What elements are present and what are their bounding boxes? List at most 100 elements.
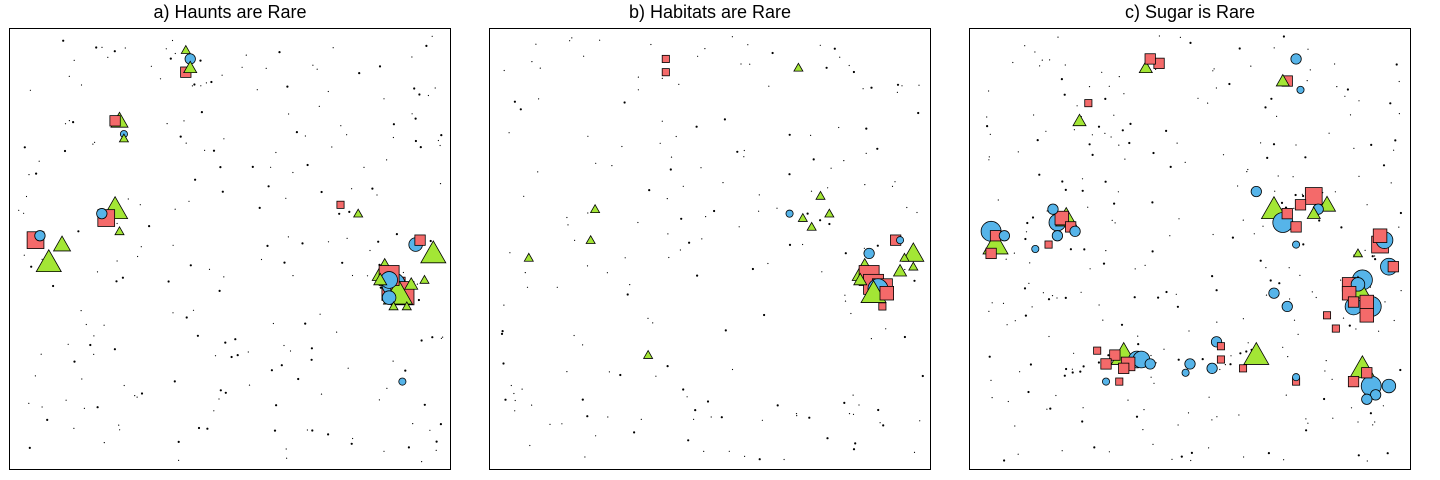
background-dot — [1293, 207, 1295, 209]
background-dot — [661, 120, 663, 122]
background-dot — [62, 39, 65, 42]
background-dot — [1056, 297, 1058, 299]
background-dot — [221, 190, 224, 193]
background-dot — [844, 300, 847, 302]
background-dot — [404, 369, 407, 372]
background-dot — [720, 416, 723, 419]
triangle-point — [183, 60, 198, 74]
background-dot — [696, 274, 699, 277]
scatter-plot-a — [9, 28, 451, 470]
background-dot — [124, 47, 126, 49]
background-dot — [904, 268, 906, 271]
background-dot — [270, 369, 273, 372]
background-dot — [213, 410, 215, 412]
square-point — [1294, 199, 1307, 211]
background-dot — [1135, 415, 1139, 418]
background-dot — [524, 272, 526, 274]
background-dot — [827, 187, 829, 189]
background-dot — [876, 147, 879, 150]
background-dot — [1152, 151, 1155, 155]
triangle-point — [401, 301, 412, 311]
background-dot — [1025, 231, 1028, 233]
background-dot — [695, 125, 698, 128]
background-dot — [256, 89, 258, 91]
background-dot — [1064, 64, 1066, 66]
background-dot — [210, 80, 213, 84]
background-dot — [204, 149, 206, 151]
background-dot — [113, 50, 116, 53]
background-dot — [1374, 421, 1376, 423]
background-dot — [1165, 290, 1168, 294]
background-dot — [1305, 418, 1307, 420]
background-dot — [378, 399, 380, 401]
background-dot — [1318, 219, 1321, 222]
square-point — [1216, 342, 1225, 351]
background-dot — [566, 216, 568, 219]
triangle-point — [815, 190, 826, 200]
background-dot — [103, 442, 105, 444]
background-dot — [236, 354, 239, 357]
background-dot — [1048, 335, 1050, 338]
background-dot — [751, 267, 754, 271]
background-dot — [347, 367, 349, 369]
background-dot — [1399, 368, 1402, 372]
background-dot — [1224, 364, 1226, 366]
background-dot — [30, 265, 33, 268]
background-dot — [669, 168, 672, 171]
background-dot — [171, 39, 174, 42]
background-dot — [693, 418, 695, 420]
background-dot — [275, 404, 278, 407]
background-dot — [514, 399, 516, 402]
triangle-point — [1243, 341, 1270, 365]
background-dot — [1150, 376, 1152, 378]
background-dot — [1038, 173, 1041, 176]
background-dot — [416, 283, 418, 285]
background-dot — [1213, 68, 1215, 70]
background-dot — [1215, 87, 1217, 89]
square-point — [1387, 261, 1399, 273]
background-dot — [819, 219, 822, 222]
background-dot — [808, 416, 811, 419]
background-dot — [1239, 352, 1242, 355]
background-dot — [637, 221, 639, 224]
background-dot — [1006, 324, 1008, 326]
triangle-point — [908, 261, 919, 271]
background-dot — [538, 98, 540, 100]
background-dot — [1088, 86, 1091, 88]
background-dot — [510, 384, 512, 387]
background-dot — [901, 85, 903, 87]
background-dot — [731, 36, 733, 38]
background-dot — [1118, 144, 1120, 146]
background-dot — [134, 395, 136, 397]
background-dot — [1188, 330, 1190, 332]
circle-point — [1144, 358, 1156, 370]
background-dot — [1357, 454, 1360, 457]
background-dot — [73, 427, 75, 429]
background-dot — [828, 222, 831, 226]
background-dot — [260, 258, 263, 261]
background-dot — [743, 156, 745, 158]
background-dot — [1332, 417, 1334, 419]
background-dot — [301, 242, 304, 245]
background-dot — [346, 237, 348, 239]
background-dot — [854, 442, 857, 445]
plot-frame — [969, 28, 1411, 470]
background-dot — [38, 160, 40, 162]
background-dot — [28, 174, 30, 176]
background-dot — [338, 212, 341, 215]
triangle-point — [585, 234, 596, 244]
background-dot — [795, 413, 798, 415]
background-dot — [1176, 305, 1179, 308]
background-dot — [852, 394, 854, 396]
background-dot — [1003, 459, 1006, 462]
background-dot — [118, 424, 120, 426]
background-dot — [1111, 219, 1113, 221]
background-dot — [427, 94, 429, 97]
triangle-point — [180, 44, 191, 54]
background-dot — [1108, 85, 1110, 87]
background-dot — [1105, 250, 1107, 252]
circle-point — [1181, 368, 1190, 377]
circle-point — [1184, 358, 1196, 370]
background-dot — [1357, 421, 1359, 423]
background-dot — [539, 67, 541, 69]
